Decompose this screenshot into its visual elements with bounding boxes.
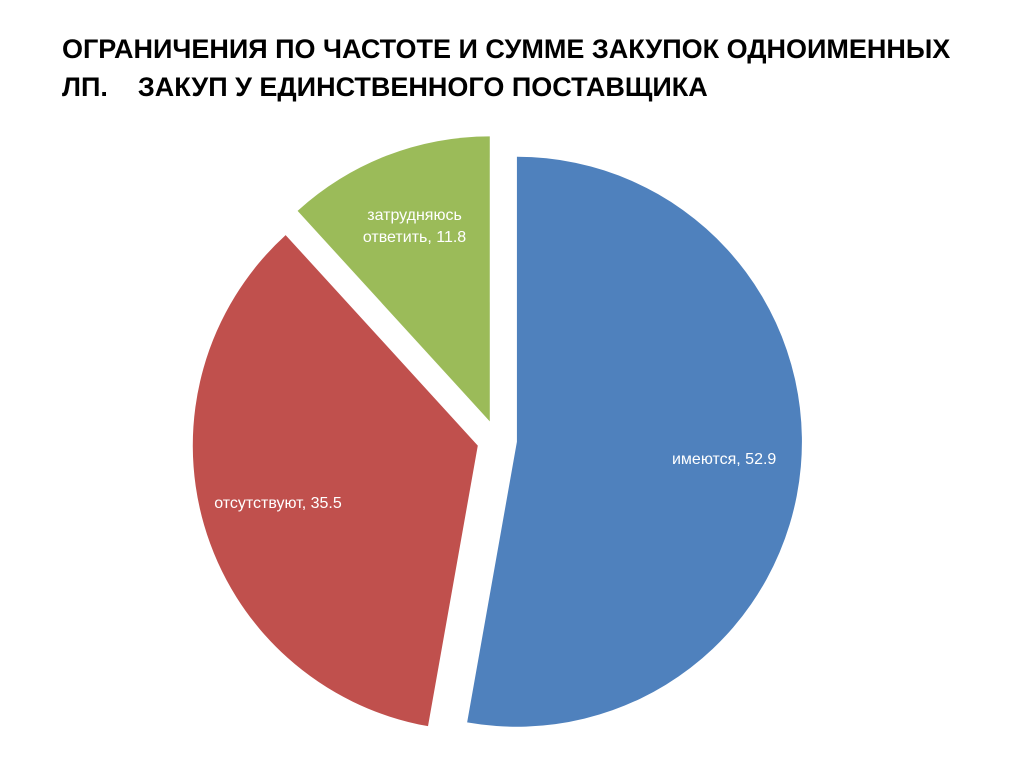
chart-title: ОГРАНИЧЕНИЯ ПО ЧАСТОТЕ И СУММЕ ЗАКУПОК О… (62, 34, 958, 102)
data-label: затрудняюсь ответить, 11.8 (362, 207, 467, 247)
data-label: имеются, 52.9 (671, 450, 777, 468)
pie-slice (467, 156, 802, 727)
pie-slice (297, 136, 490, 422)
data-label: отсутствуют, 35.5 (214, 494, 342, 512)
pie-slice (192, 235, 478, 727)
